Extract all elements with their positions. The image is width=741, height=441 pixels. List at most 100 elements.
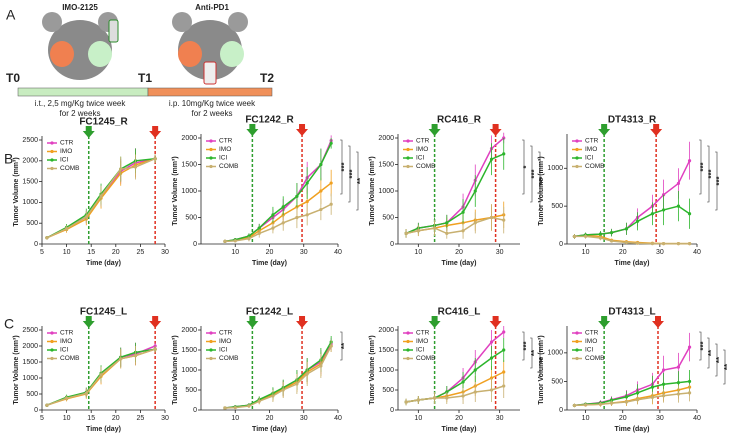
significance-bracket: [348, 145, 351, 203]
data-point: [416, 229, 420, 233]
legend-label: COMB: [60, 165, 80, 172]
dose-text: i.t., 2,5 mg/Kg twice week: [35, 99, 127, 108]
data-point: [329, 141, 333, 145]
y-tick-label: 500: [551, 203, 563, 210]
legend-label: ICI: [60, 157, 69, 164]
legend-label: CTR: [219, 330, 233, 337]
data-point: [329, 202, 333, 206]
data-point: [583, 403, 588, 407]
treatment-arrow: [246, 316, 259, 328]
significance-bracket: [340, 139, 343, 195]
significance-label: ***: [340, 161, 349, 171]
y-axis-label: Tumor Volume (mm³): [369, 156, 376, 225]
x-tick-label: 30: [496, 415, 504, 422]
data-point: [687, 242, 692, 246]
significance-label: ***: [707, 168, 716, 178]
x-tick-label: 15: [87, 415, 95, 422]
legend-label: IMO: [416, 338, 428, 345]
data-point: [502, 330, 506, 334]
legend-label: IMO: [585, 338, 597, 345]
legend-label: CTR: [60, 140, 74, 147]
chart-title: FC1242_L: [246, 307, 293, 318]
y-tick-label: 1000: [547, 165, 563, 172]
y-axis-label: Tumor Volume (mm³): [13, 335, 20, 404]
data-point: [223, 406, 227, 410]
data-point: [257, 399, 261, 403]
legend-marker: [50, 348, 54, 352]
legend-marker: [575, 339, 579, 344]
y-tick-label: 1000: [181, 188, 197, 195]
y-tick-label: 2000: [181, 135, 197, 142]
data-point: [489, 215, 494, 220]
data-point: [133, 354, 138, 358]
treatment-arrow: [489, 316, 502, 328]
treatment-arrow: [652, 316, 664, 328]
data-point: [473, 189, 477, 193]
data-point: [119, 167, 123, 171]
data-point: [99, 194, 103, 198]
data-point: [502, 218, 506, 222]
treatment-arrow: [428, 124, 441, 136]
series-line: [405, 153, 505, 235]
significance-label: ***: [699, 340, 708, 350]
legend-label: CTR: [60, 330, 74, 337]
legend-marker: [50, 158, 54, 162]
treatment-arrow: [598, 316, 611, 328]
x-axis-label: Time (day): [615, 426, 650, 433]
treatment-arrow: [82, 126, 95, 138]
significance-label: **: [530, 349, 539, 356]
dose-text: for 2 weeks: [60, 109, 101, 118]
legend-marker: [50, 149, 54, 154]
legend-marker: [575, 356, 579, 361]
significance-bracket: [538, 151, 541, 211]
chart-title: FC1242_R: [245, 115, 294, 126]
x-tick-label: 20: [619, 415, 627, 422]
y-tick-label: 1500: [181, 161, 197, 168]
y-tick-label: 500: [26, 220, 38, 227]
series-line: [574, 392, 690, 407]
x-tick-label: 20: [112, 415, 120, 422]
legend-label: ICI: [60, 347, 69, 354]
chart-title: FC1245_L: [80, 307, 127, 318]
data-point: [84, 215, 88, 219]
data-point: [650, 395, 655, 400]
significance-bracket: [522, 331, 525, 361]
x-tick-label: 30: [300, 249, 308, 256]
significance-label: ***: [715, 175, 724, 185]
significance-label: ***: [522, 340, 531, 350]
data-point: [319, 364, 323, 368]
treatment-arrow: [246, 124, 259, 136]
x-tick-label: 20: [455, 249, 463, 256]
series-line: [224, 142, 332, 243]
series-line: [406, 385, 504, 403]
data-point: [676, 204, 681, 208]
data-point: [635, 398, 640, 402]
panel-label: A: [6, 7, 16, 23]
data-point: [319, 207, 323, 212]
data-point: [624, 240, 629, 245]
x-axis-label: Time (day): [252, 260, 287, 267]
x-tick-label: 20: [266, 415, 274, 422]
x-tick-label: 20: [455, 415, 463, 422]
y-axis-label: Tumor Volume (mm³): [538, 156, 545, 225]
legend-label: COMB: [585, 163, 605, 170]
legend-marker: [209, 348, 213, 352]
significance-label: **: [723, 363, 732, 370]
data-point: [119, 357, 123, 361]
data-point: [433, 226, 437, 230]
significance-bracket: [530, 337, 533, 369]
legend-marker: [406, 164, 410, 169]
data-point: [676, 392, 681, 396]
schematic: IMO-2125 Anti-PD1 T0 T1 T2 i.t., 2,5 mg/…: [6, 3, 274, 118]
data-point: [461, 229, 465, 233]
y-tick-label: 500: [382, 214, 394, 221]
legend-label: ICI: [416, 155, 425, 162]
legend-marker: [209, 356, 213, 361]
y-tick-label: 500: [382, 387, 394, 394]
y-tick-label: 0: [390, 241, 394, 248]
timeline-phase-2: [147, 87, 273, 97]
data-point: [661, 394, 666, 398]
legend-label: ICI: [219, 155, 228, 162]
data-point: [687, 391, 692, 395]
